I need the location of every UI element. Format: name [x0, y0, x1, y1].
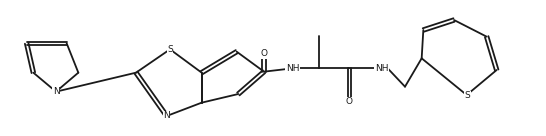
Text: N: N — [52, 87, 60, 96]
Text: S: S — [167, 45, 173, 54]
Text: S: S — [465, 92, 471, 101]
Text: NH: NH — [286, 64, 299, 73]
Text: O: O — [346, 97, 353, 106]
Text: NH: NH — [375, 64, 388, 73]
Text: N: N — [163, 112, 170, 120]
Text: O: O — [260, 49, 268, 58]
